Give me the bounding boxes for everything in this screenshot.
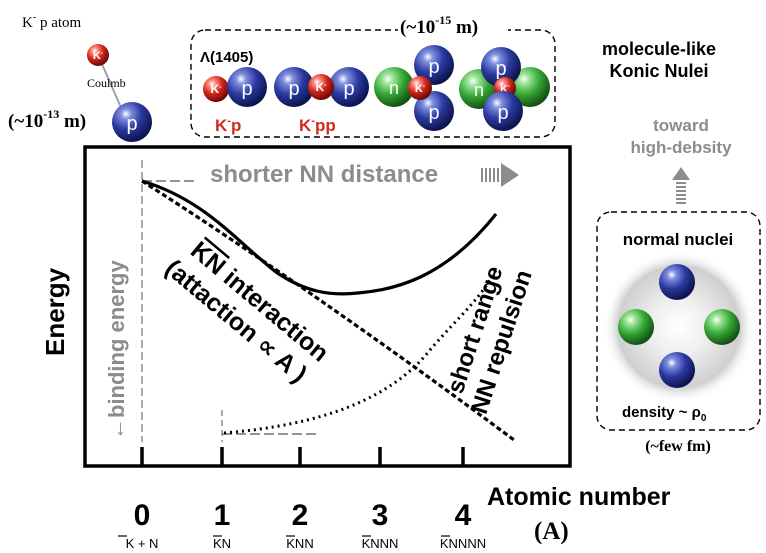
kaon-particle [408, 76, 432, 100]
x-axis-ticks [140, 447, 465, 466]
neutron-particle [618, 309, 654, 345]
normal-nuclei-title: normal nuclei [623, 230, 734, 249]
proton-particle [659, 264, 695, 300]
atom-title: K- p atom [22, 12, 82, 31]
proton-label: p [428, 102, 439, 124]
coulomb-label: Coulmb [87, 76, 126, 90]
kaon-label: K- [415, 83, 426, 95]
tick-sub-3: KNNN [362, 535, 399, 551]
molecule-size-label: (~10-15 m) [400, 13, 478, 38]
svg-text:KN: KN [213, 536, 231, 551]
density-label: density ~ ρ0 [622, 404, 707, 424]
proton-particle [414, 91, 454, 131]
tick-sub-1: KN [213, 535, 231, 551]
right-arrow [481, 163, 519, 187]
kaon-label: K- [93, 50, 104, 62]
normal-nuclei-box: normal nuclei density ~ ρ0 [596, 211, 761, 431]
neutron-particle [510, 67, 550, 107]
kaon-particle [87, 44, 109, 66]
proton-label: p [495, 58, 506, 80]
proton-label: p [343, 78, 354, 100]
tick-sub-0: K + N [118, 535, 159, 551]
proton-particle [659, 352, 695, 388]
atom-size-label: (~10-13 m) [8, 107, 86, 132]
tick-sub-4: KNNNN [440, 535, 486, 551]
neutron-particle [704, 309, 740, 345]
kn-overbar [203, 236, 230, 259]
binding-energy-label-group: ←binding energy [104, 260, 129, 440]
chart-frame [83, 145, 572, 468]
normal-nuclei-border [596, 211, 761, 431]
proton-label: p [126, 113, 137, 135]
proton-label: p [428, 56, 439, 78]
kp-label: K-p [215, 115, 241, 135]
tick-label-1: 1 [214, 499, 231, 532]
binding-energy-label: ←binding energy [104, 260, 129, 440]
kn-interaction-curve [141, 179, 515, 442]
few-fm-label: (~few fm) [645, 438, 711, 455]
neutron-particle [374, 67, 414, 107]
toward-line1: toward [653, 116, 709, 135]
svg-text:KNNNN: KNNNN [440, 536, 486, 551]
proton-label: p [241, 78, 252, 100]
molecule-title-line2: Konic Nulei [609, 61, 708, 81]
kaon-label: K- [315, 80, 327, 94]
molecule-size-bg [398, 14, 508, 42]
kaon-particle [203, 76, 229, 102]
proton-particle [329, 67, 369, 107]
x-axis-unit: (A) [534, 518, 569, 545]
kn-interaction-label: KN interaction (attaction ∝ A ) [160, 236, 334, 388]
nn-repulsion-curve [223, 267, 499, 435]
lambda-1405-label: Λ(1405) [200, 49, 253, 66]
tick-label-3: 3 [372, 499, 389, 532]
kaon-particle [308, 74, 334, 100]
neutron-label: n [474, 80, 484, 100]
proton-particle [227, 67, 267, 107]
energy-axis-label: Energy [40, 267, 70, 356]
x-axis-label: Atomic number [487, 483, 671, 511]
nucleus-halo [603, 251, 755, 403]
tick-label-2: 2 [292, 499, 309, 532]
proton-particle [112, 102, 152, 142]
proton-particle [481, 47, 521, 87]
molecule-box: (~10-15 m) Λ(1405) K- p K-p p p K- K-pp … [190, 13, 556, 138]
toward-line2: high-debsity [630, 138, 732, 157]
shorter-distance-label: shorter NN distance [210, 161, 438, 188]
kaon-label: K- [210, 82, 222, 96]
tick-sub-2: KNN [286, 535, 314, 551]
proton-particle [483, 91, 523, 131]
kaon-label: K- [500, 83, 510, 95]
tick-label-4: 4 [455, 499, 472, 532]
total-energy-curve [141, 179, 498, 296]
tick-label-0: 0 [134, 499, 151, 532]
svg-text:K + N: K + N [126, 536, 159, 551]
svg-text:KNN: KNN [286, 536, 313, 551]
proton-particle [414, 45, 454, 85]
proton-label: p [497, 102, 508, 124]
kpp-label: K-pp [299, 115, 336, 135]
svg-text:KNNN: KNNN [362, 536, 399, 551]
upward-arrow [672, 167, 690, 204]
kp-atom-group: K- p atom K- Coulmb p (~10-13 m) [8, 12, 152, 142]
proton-label: p [288, 78, 299, 100]
neutron-label: n [389, 78, 399, 98]
proton-particle [274, 67, 314, 107]
molecule-title-line1: molecule-like [602, 39, 716, 59]
